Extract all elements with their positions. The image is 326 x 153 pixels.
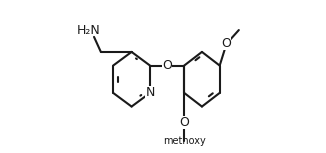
Text: methoxy: methoxy <box>163 136 206 146</box>
Text: N: N <box>145 86 155 99</box>
Text: H₂N: H₂N <box>77 24 100 37</box>
Text: O: O <box>179 116 189 129</box>
Text: O: O <box>162 59 172 72</box>
Text: O: O <box>222 37 231 50</box>
